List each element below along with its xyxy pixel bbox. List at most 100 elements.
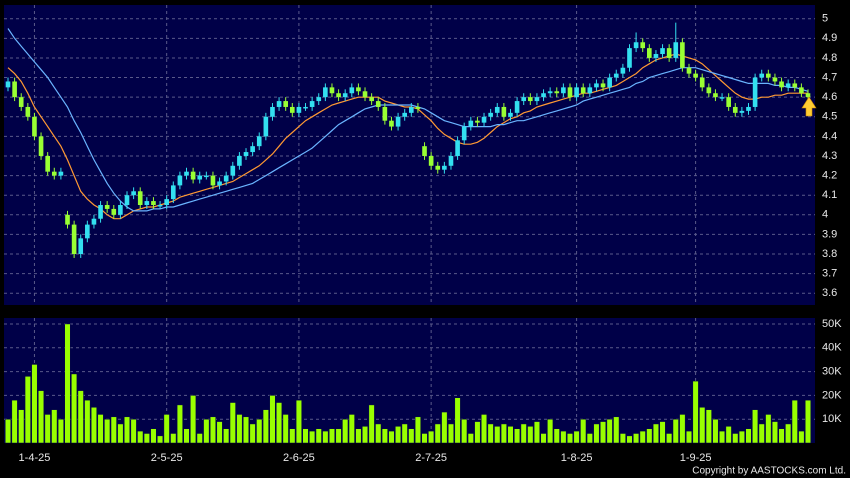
candle-body [660, 48, 665, 55]
volume-bar [361, 426, 369, 444]
volume-bar [143, 433, 150, 444]
volume-bar [18, 409, 25, 444]
candle-body [18, 97, 24, 107]
volume-bar [441, 411, 448, 444]
candle-body [461, 126, 467, 141]
volume-bar [520, 423, 527, 444]
candle-body [706, 87, 712, 94]
volume-bar [434, 423, 441, 444]
y-tick-label: 4.8 [822, 52, 837, 64]
candle-body [442, 165, 447, 170]
volume-bar [679, 414, 686, 444]
volume-bar [375, 423, 382, 444]
candle-body [144, 201, 150, 205]
y-tick-label: 4.2 [822, 169, 837, 181]
candle-body [528, 97, 533, 102]
candle-body [607, 77, 612, 88]
candle-body [78, 238, 84, 255]
y-tick-label: 10K [822, 413, 842, 425]
candle-body [12, 81, 17, 98]
plot-layer: 1-4-25 2-5-25 2-6-25 2-7-25 1-8-25 1-9-25 3.6 3… [4, 5, 842, 464]
volume-bar [719, 430, 726, 444]
candle-body [521, 97, 527, 102]
volume-bar [368, 404, 375, 444]
volume-bar [421, 433, 428, 444]
candle-body [554, 91, 560, 94]
y-tick-label: 4.3 [822, 150, 837, 162]
candle-body [799, 87, 804, 94]
candle-body [71, 224, 77, 255]
volume-bar [652, 423, 659, 444]
volume-bar [203, 418, 210, 444]
candle-body [766, 73, 771, 78]
candle-body [323, 87, 328, 98]
candle-body [263, 116, 269, 137]
y-tick-label: 4.9 [822, 32, 837, 44]
volume-bar [289, 428, 296, 444]
candle-body [98, 205, 103, 219]
candle-body [580, 87, 586, 94]
volume-bar [229, 402, 236, 444]
volume-bar [348, 414, 355, 444]
volume-bar [672, 418, 679, 444]
volume-bar [196, 433, 203, 444]
candle-body [395, 116, 401, 127]
candle-body [455, 140, 460, 156]
candle-body [369, 97, 374, 102]
volume-bar [157, 435, 164, 444]
candle-body [382, 106, 388, 121]
volume-bar [474, 421, 481, 444]
candle-body [547, 91, 553, 94]
volume-bar [97, 414, 104, 444]
volume-bar [51, 409, 58, 444]
volume-bar [593, 423, 600, 444]
candle-body [792, 83, 798, 88]
volume-bar [785, 423, 792, 444]
volume-bar [685, 430, 693, 444]
candle-body [210, 175, 216, 186]
volume-bar [586, 433, 593, 444]
volume-bar [64, 323, 71, 444]
y-tick-label: 3.9 [822, 228, 837, 240]
candle-body [309, 101, 315, 107]
x-tick-label: 1-8-25 [561, 452, 593, 464]
volume-bar [553, 428, 560, 444]
candle-body [468, 120, 474, 127]
y-tick-label: 3.8 [822, 248, 837, 260]
volume-bar [500, 423, 507, 444]
candle-body [223, 175, 229, 182]
candle-body [686, 67, 692, 74]
volume-bar [447, 423, 455, 444]
candle-body [270, 106, 275, 117]
candle-body [336, 93, 341, 98]
volume-bar [381, 428, 388, 444]
volume-bar [183, 428, 190, 444]
y-tick-label: 4.4 [822, 130, 837, 142]
volume-bar [566, 433, 574, 444]
marker-arrow [801, 96, 817, 117]
candle-body [739, 110, 745, 113]
candle-body [567, 87, 573, 98]
volume-bar [328, 428, 335, 444]
volume-bar [302, 428, 309, 444]
volume-bar [752, 409, 759, 444]
candle-body [633, 42, 639, 49]
volume-bar [355, 428, 362, 444]
x-tick-label: 2-5-25 [151, 452, 183, 464]
candle-body [805, 93, 811, 98]
volume-bar [778, 428, 785, 444]
y-tick-label: 4.7 [822, 71, 837, 83]
volume-bar [190, 395, 197, 444]
volume-bar [90, 407, 97, 444]
candle-body [647, 48, 652, 58]
volume-bar [626, 435, 633, 444]
candle-body [408, 106, 414, 113]
candle-body [65, 214, 70, 225]
candle-body [118, 205, 123, 215]
volume-bar [639, 430, 646, 444]
volume-bar [659, 421, 666, 444]
volume-bar [71, 373, 78, 444]
volume-bar [77, 390, 84, 444]
candle-body [190, 171, 196, 180]
volume-bar [123, 416, 131, 444]
